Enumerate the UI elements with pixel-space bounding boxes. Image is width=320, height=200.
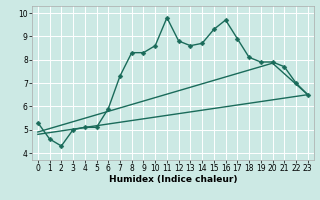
X-axis label: Humidex (Indice chaleur): Humidex (Indice chaleur): [108, 175, 237, 184]
